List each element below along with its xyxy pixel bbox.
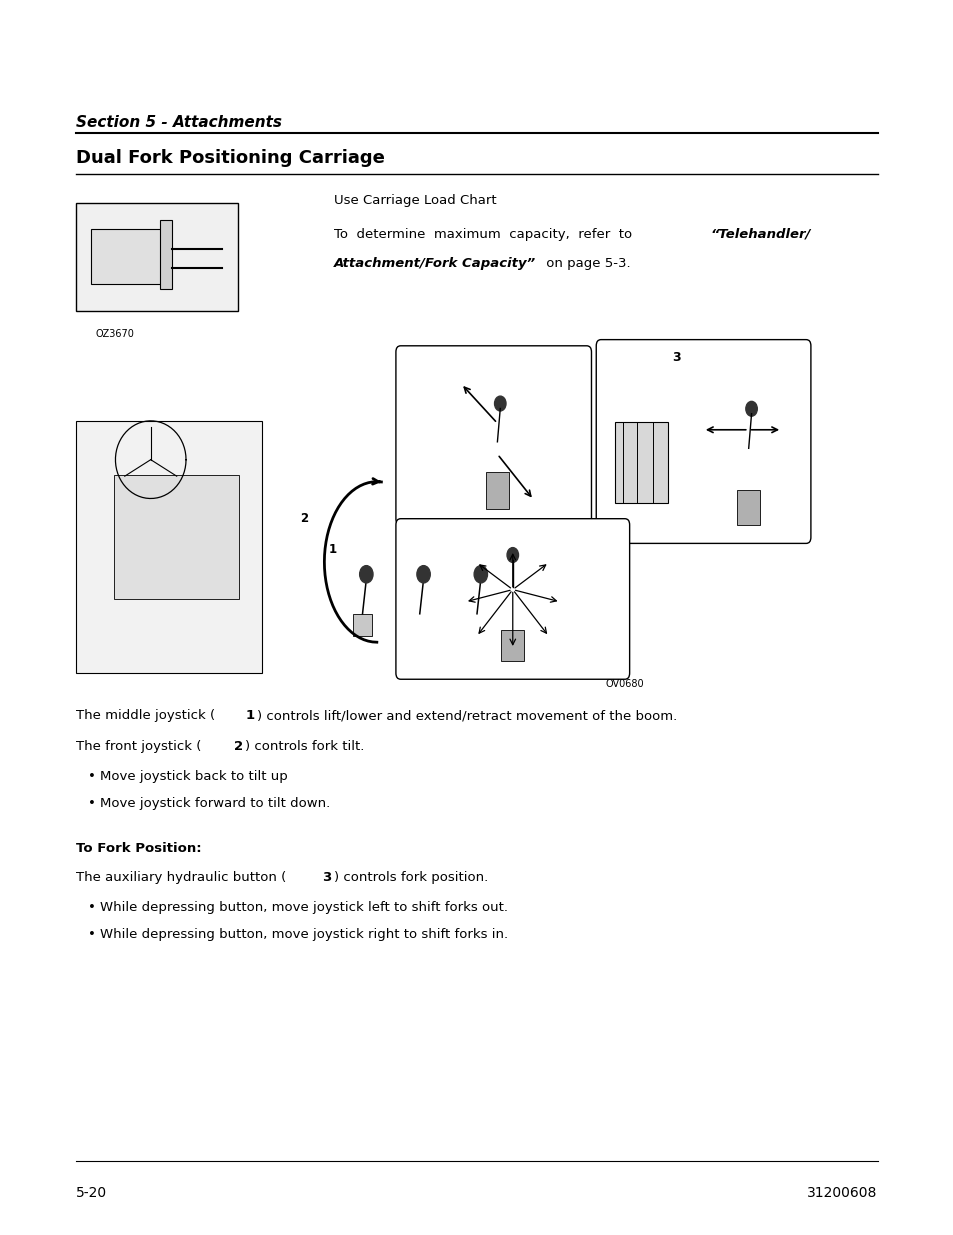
Text: 1: 1: [329, 543, 337, 556]
Circle shape: [416, 566, 430, 583]
Text: The middle joystick (: The middle joystick (: [76, 709, 215, 722]
Bar: [737, 490, 760, 525]
Text: 5-20: 5-20: [76, 1187, 108, 1200]
Text: •: •: [88, 927, 95, 941]
Bar: [160, 220, 172, 289]
FancyBboxPatch shape: [596, 340, 810, 543]
FancyBboxPatch shape: [395, 519, 629, 679]
Text: OV0680: OV0680: [605, 679, 643, 689]
Text: •: •: [88, 797, 95, 810]
Text: 31200608: 31200608: [806, 1187, 877, 1200]
FancyBboxPatch shape: [76, 421, 262, 673]
Text: 2: 2: [300, 513, 309, 525]
Text: •: •: [88, 769, 95, 783]
Text: While depressing button, move joystick left to shift forks out.: While depressing button, move joystick l…: [100, 900, 508, 914]
Bar: [467, 614, 486, 636]
Text: To  determine  maximum  capacity,  refer  to: To determine maximum capacity, refer to: [334, 227, 631, 241]
Bar: [410, 614, 429, 636]
FancyBboxPatch shape: [395, 346, 591, 525]
Text: Dual Fork Positioning Carriage: Dual Fork Positioning Carriage: [76, 148, 385, 167]
Text: The auxiliary hydraulic button (: The auxiliary hydraulic button (: [76, 871, 286, 884]
Text: on page 5-3.: on page 5-3.: [541, 257, 630, 270]
FancyBboxPatch shape: [76, 203, 238, 311]
Circle shape: [359, 566, 373, 583]
Text: “Telehandler/: “Telehandler/: [710, 227, 810, 241]
Circle shape: [474, 566, 487, 583]
Text: 3: 3: [672, 351, 680, 363]
Text: Use Carriage Load Chart: Use Carriage Load Chart: [334, 194, 496, 207]
Bar: [500, 630, 524, 661]
Text: Attachment/Fork Capacity”: Attachment/Fork Capacity”: [334, 257, 536, 270]
Bar: [353, 614, 372, 636]
Circle shape: [745, 401, 757, 416]
Bar: [91, 230, 162, 284]
Text: Move joystick forward to tilt down.: Move joystick forward to tilt down.: [100, 797, 330, 810]
Text: Section 5 - Attachments: Section 5 - Attachments: [76, 115, 282, 130]
Text: 3: 3: [322, 871, 332, 884]
Text: 1: 1: [245, 709, 254, 722]
Text: Move joystick back to tilt up: Move joystick back to tilt up: [100, 769, 288, 783]
Circle shape: [494, 396, 505, 411]
Text: While depressing button, move joystick right to shift forks in.: While depressing button, move joystick r…: [100, 927, 508, 941]
Text: ) controls fork position.: ) controls fork position.: [334, 871, 488, 884]
Bar: [114, 475, 238, 599]
Bar: [615, 422, 667, 503]
Text: ) controls lift/lower and extend/retract movement of the boom.: ) controls lift/lower and extend/retract…: [256, 709, 677, 722]
Text: OZ3670: OZ3670: [95, 329, 134, 338]
Text: •: •: [88, 900, 95, 914]
Text: ) controls fork tilt.: ) controls fork tilt.: [245, 740, 364, 753]
Text: The front joystick (: The front joystick (: [76, 740, 201, 753]
Text: To Fork Position:: To Fork Position:: [76, 841, 202, 855]
Text: 2: 2: [233, 740, 243, 753]
Bar: [485, 472, 508, 509]
Circle shape: [506, 547, 518, 562]
